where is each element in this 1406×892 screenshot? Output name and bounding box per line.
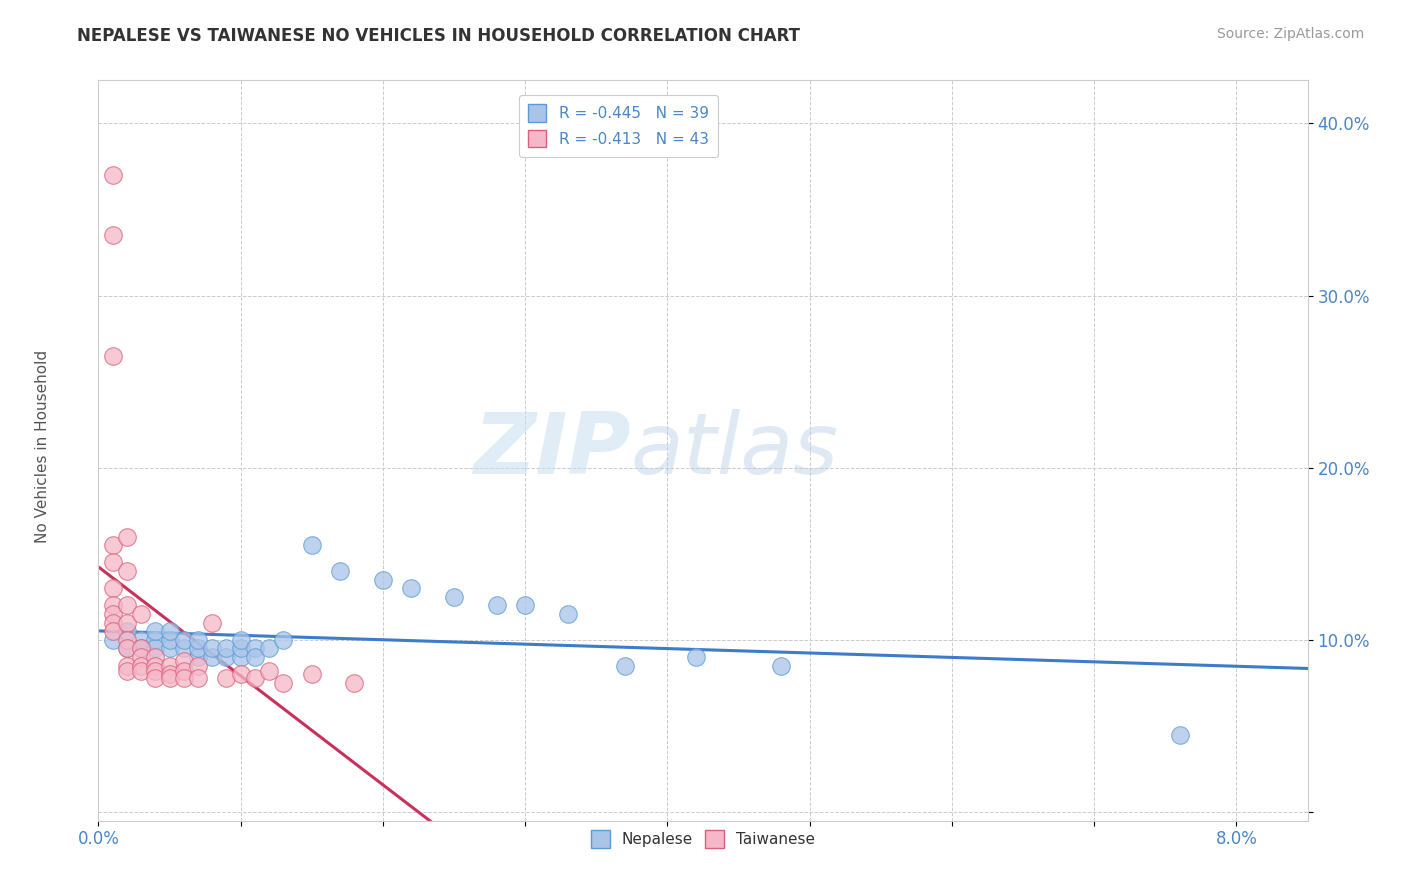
- Point: [115, 632, 138, 647]
- Point: [159, 671, 181, 685]
- Text: NEPALESE VS TAIWANESE NO VEHICLES IN HOUSEHOLD CORRELATION CHART: NEPALESE VS TAIWANESE NO VEHICLES IN HOU…: [77, 27, 800, 45]
- Point: [257, 641, 280, 656]
- Point: [257, 664, 280, 678]
- Point: [229, 650, 252, 665]
- Point: [143, 632, 166, 647]
- Point: [115, 564, 138, 578]
- Point: [229, 641, 252, 656]
- Point: [143, 658, 166, 673]
- Point: [201, 650, 224, 665]
- Point: [101, 168, 124, 182]
- Point: [129, 658, 152, 673]
- Point: [371, 573, 394, 587]
- Point: [129, 607, 152, 621]
- Point: [159, 624, 181, 639]
- Point: [173, 653, 195, 667]
- Point: [159, 658, 181, 673]
- Point: [101, 538, 124, 552]
- Point: [115, 641, 138, 656]
- Text: ZIP: ZIP: [472, 409, 630, 492]
- Point: [143, 624, 166, 639]
- Point: [101, 228, 124, 243]
- Point: [115, 664, 138, 678]
- Point: [173, 664, 195, 678]
- Point: [143, 641, 166, 656]
- Point: [115, 641, 138, 656]
- Point: [173, 641, 195, 656]
- Point: [173, 671, 195, 685]
- Text: No Vehicles in Household: No Vehicles in Household: [35, 350, 49, 542]
- Point: [101, 607, 124, 621]
- Point: [101, 555, 124, 569]
- Point: [485, 599, 508, 613]
- Point: [301, 538, 323, 552]
- Point: [329, 564, 352, 578]
- Point: [129, 641, 152, 656]
- Point: [215, 650, 238, 665]
- Point: [129, 664, 152, 678]
- Point: [187, 671, 209, 685]
- Point: [201, 615, 224, 630]
- Point: [115, 530, 138, 544]
- Point: [770, 658, 793, 673]
- Point: [229, 667, 252, 681]
- Point: [101, 599, 124, 613]
- Point: [515, 599, 537, 613]
- Point: [187, 641, 209, 656]
- Point: [243, 650, 266, 665]
- Point: [229, 632, 252, 647]
- Point: [187, 632, 209, 647]
- Point: [101, 624, 124, 639]
- Point: [187, 650, 209, 665]
- Text: atlas: atlas: [630, 409, 838, 492]
- Point: [101, 581, 124, 595]
- Point: [159, 632, 181, 647]
- Text: Source: ZipAtlas.com: Source: ZipAtlas.com: [1216, 27, 1364, 41]
- Point: [101, 632, 124, 647]
- Point: [129, 650, 152, 665]
- Point: [143, 650, 166, 665]
- Point: [159, 667, 181, 681]
- Point: [301, 667, 323, 681]
- Legend: Nepalese, Taiwanese: Nepalese, Taiwanese: [585, 824, 821, 854]
- Point: [187, 658, 209, 673]
- Point: [273, 676, 295, 690]
- Point: [129, 632, 152, 647]
- Point: [343, 676, 366, 690]
- Point: [243, 641, 266, 656]
- Point: [115, 658, 138, 673]
- Point: [201, 641, 224, 656]
- Point: [143, 664, 166, 678]
- Point: [1168, 727, 1191, 741]
- Point: [129, 641, 152, 656]
- Point: [401, 581, 423, 595]
- Point: [243, 671, 266, 685]
- Point: [273, 632, 295, 647]
- Point: [115, 615, 138, 630]
- Point: [613, 658, 636, 673]
- Point: [685, 650, 707, 665]
- Point: [159, 641, 181, 656]
- Point: [143, 671, 166, 685]
- Point: [101, 615, 124, 630]
- Point: [115, 599, 138, 613]
- Point: [173, 632, 195, 647]
- Point: [443, 590, 465, 604]
- Point: [101, 349, 124, 363]
- Point: [215, 641, 238, 656]
- Point: [215, 671, 238, 685]
- Point: [115, 624, 138, 639]
- Point: [557, 607, 579, 621]
